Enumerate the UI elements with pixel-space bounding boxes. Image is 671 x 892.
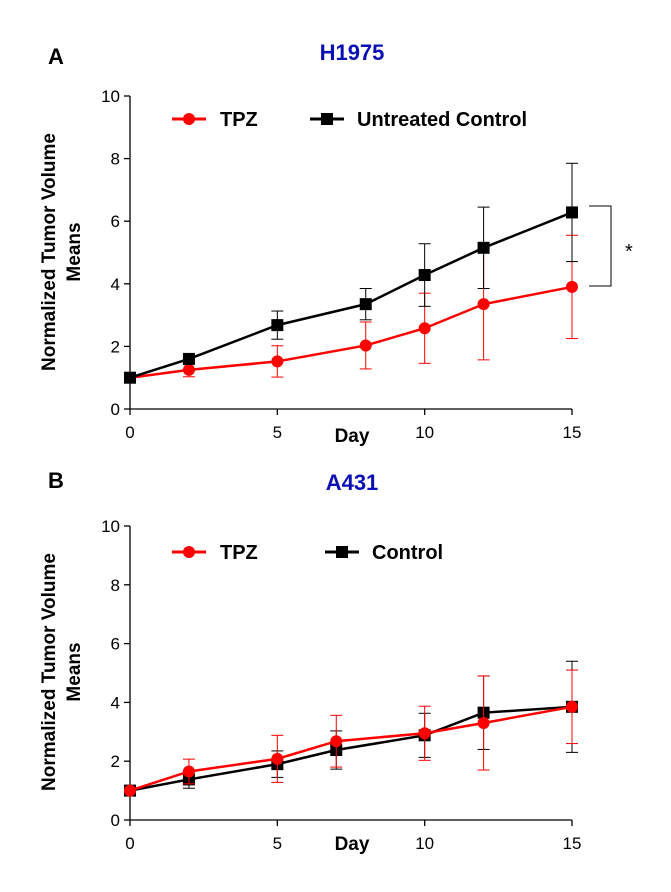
- y-tick-label: 2: [111, 752, 120, 771]
- data-point: [418, 269, 431, 282]
- panel-a-title: H1975: [320, 40, 385, 65]
- legend-marker: [321, 113, 333, 125]
- data-point: [271, 752, 284, 765]
- legend-marker: [183, 546, 195, 558]
- x-tick-label: 10: [415, 834, 434, 853]
- y-tick-label: 4: [111, 275, 120, 294]
- series-untreated-control: [124, 162, 578, 384]
- y-tick-label: 4: [111, 693, 120, 712]
- significance-bracket-line: [589, 205, 612, 287]
- data-point: [330, 735, 343, 748]
- x-tick-label: 5: [273, 834, 282, 853]
- y-tick-label: 6: [111, 212, 120, 231]
- series-tpz: [124, 669, 578, 797]
- series-line: [129, 285, 573, 379]
- panel-a-x-axis-title: Day: [335, 426, 370, 447]
- series-tpz: [124, 234, 578, 384]
- data-point: [124, 784, 136, 797]
- legend-label: TPZ: [220, 542, 258, 564]
- panel-b-plot-area: 0 2 4 6 8 10 0 5 10 15: [101, 517, 581, 853]
- x-tick-label: 0: [125, 834, 134, 853]
- series-line: [129, 211, 573, 379]
- data-point: [182, 363, 195, 376]
- panel-b-legend: TPZ Control: [172, 542, 443, 564]
- panel-b-title: A431: [326, 470, 379, 495]
- panel-b-x-axis-title: Day: [335, 834, 370, 855]
- panel-a-y-axis-title-line2: Means: [64, 222, 85, 281]
- data-point: [477, 298, 490, 311]
- y-tick-label: 10: [101, 87, 120, 106]
- panel-a-letter: A: [48, 44, 64, 69]
- y-tick-label: 8: [111, 576, 120, 595]
- data-point: [124, 371, 136, 384]
- data-point: [271, 355, 284, 368]
- panel-b-letter: B: [48, 468, 64, 493]
- panel-a-significance-bracket: *: [589, 205, 633, 287]
- legend-label: Control: [372, 542, 443, 564]
- y-tick-label: 6: [111, 635, 120, 654]
- data-point: [566, 280, 578, 293]
- panel-b-y-axis-title-line2: Means: [64, 642, 85, 701]
- panel-a-plot-area: 0 2 4 6 8 10 0 5 10 15: [101, 87, 581, 442]
- x-tick-label: 0: [125, 423, 134, 442]
- legend-label: Untreated Control: [357, 109, 527, 131]
- legend-entry-control: Control: [325, 542, 443, 564]
- y-tick-label: 0: [111, 400, 120, 419]
- data-point: [359, 298, 372, 311]
- panel-b-y-axis-title-line1: Normalized Tumor Volume: [39, 553, 60, 791]
- legend-entry-untreated-control: Untreated Control: [310, 109, 527, 131]
- legend-marker: [183, 113, 195, 125]
- x-tick-label: 5: [273, 423, 282, 442]
- y-tick-label: 0: [111, 811, 120, 830]
- y-tick-label: 10: [101, 517, 120, 536]
- panel-a: A H1975 Normalized Tumor Volume Means Da…: [39, 40, 633, 447]
- panel-a-y-axis-title-line1: Normalized Tumor Volume: [39, 133, 60, 371]
- x-tick-label: 15: [563, 423, 582, 442]
- data-point: [182, 352, 195, 365]
- data-point: [566, 700, 578, 713]
- legend-entry-tpz: TPZ: [172, 109, 258, 131]
- data-point: [477, 241, 490, 254]
- data-point: [359, 339, 372, 352]
- data-point: [566, 206, 578, 219]
- y-tick-label: 8: [111, 150, 120, 169]
- panel-b: B A431 Normalized Tumor Volume Means Day…: [39, 468, 581, 855]
- legend-entry-tpz: TPZ: [172, 542, 258, 564]
- data-point: [418, 322, 431, 335]
- data-point: [418, 727, 431, 740]
- x-tick-label: 15: [563, 834, 582, 853]
- x-tick-label: 10: [415, 423, 434, 442]
- significance-asterisk: *: [625, 241, 633, 263]
- data-point: [477, 716, 490, 729]
- legend-marker: [336, 546, 348, 558]
- y-tick-label: 2: [111, 337, 120, 356]
- data-point: [271, 319, 284, 332]
- panel-a-legend: TPZ Untreated Control: [172, 109, 527, 131]
- data-point: [182, 765, 195, 778]
- legend-label: TPZ: [220, 109, 258, 131]
